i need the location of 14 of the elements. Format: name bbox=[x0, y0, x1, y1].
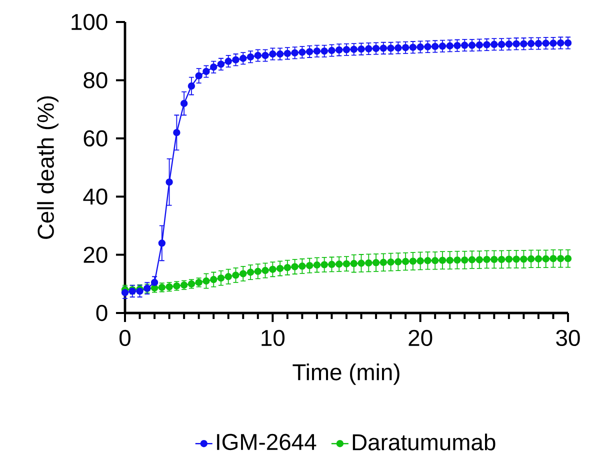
legend-label: IGM-2644 bbox=[217, 434, 316, 450]
legend-label: Daratumumab bbox=[352, 434, 496, 450]
x-tick-label: 0 bbox=[120, 330, 130, 346]
x-tick-label: 10 bbox=[262, 330, 285, 346]
x-axis-title: Time (min) bbox=[292, 364, 400, 385]
y-tick-label: 40 bbox=[83, 188, 108, 205]
y-tick-label: 100 bbox=[72, 14, 108, 30]
x-tick-label: 30 bbox=[556, 330, 580, 346]
y-tick-label: 60 bbox=[84, 130, 108, 147]
y-tick-label: 80 bbox=[84, 72, 108, 88]
x-tick-label: 20 bbox=[408, 330, 432, 346]
y-axis-title: Cell death (%) bbox=[37, 96, 58, 239]
y-tick-label: 0 bbox=[96, 304, 108, 322]
y-tick-label: 20 bbox=[84, 246, 108, 263]
